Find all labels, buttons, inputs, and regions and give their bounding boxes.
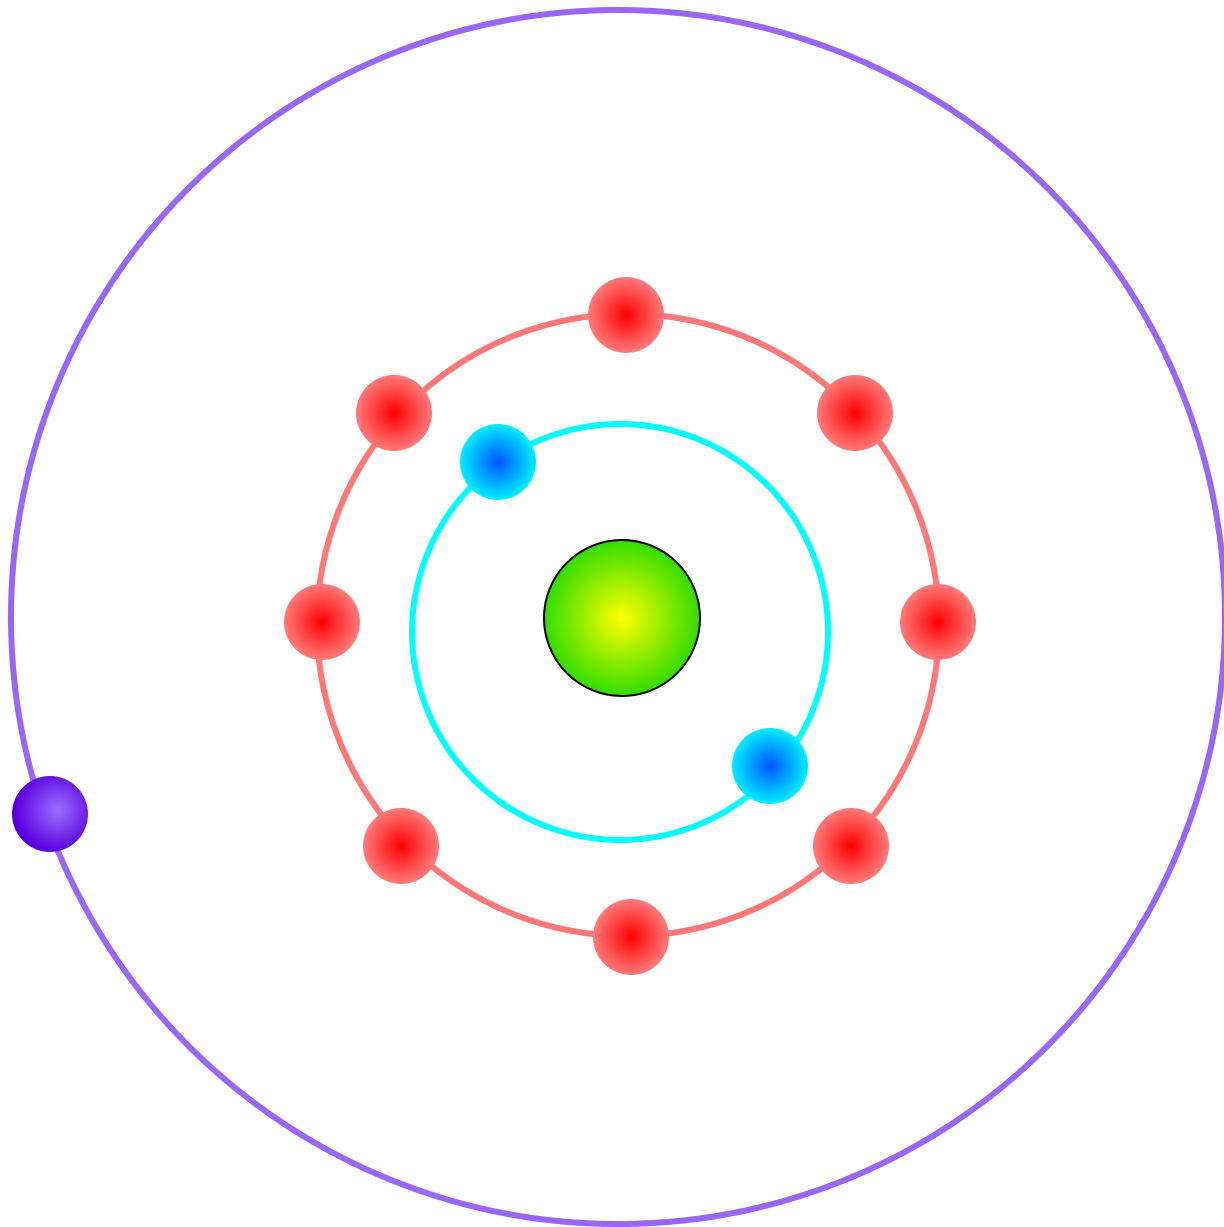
electron (593, 899, 669, 975)
electron (12, 776, 88, 852)
electron (817, 375, 893, 451)
electron (363, 808, 439, 884)
electron (813, 808, 889, 884)
electron (732, 728, 808, 804)
outer-orbit (8, 7, 1224, 1227)
electron (284, 584, 360, 660)
electron (460, 424, 536, 500)
electron (588, 277, 664, 353)
electron (900, 584, 976, 660)
electron (356, 375, 432, 451)
nucleus (543, 539, 701, 697)
inner-orbit (409, 421, 831, 843)
